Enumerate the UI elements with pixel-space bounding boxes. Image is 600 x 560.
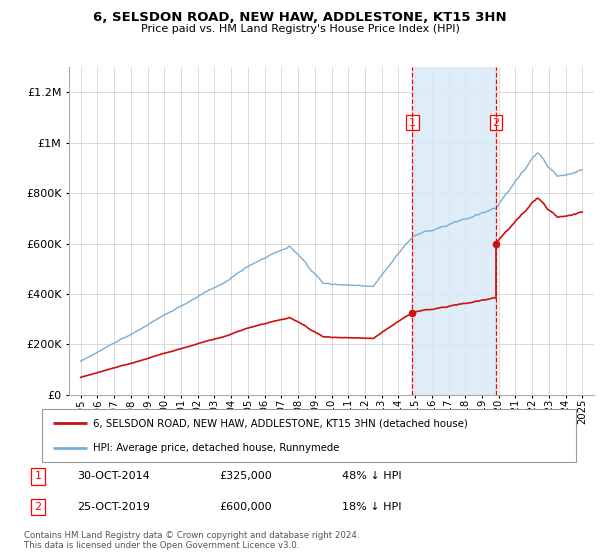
- Text: £600,000: £600,000: [220, 502, 272, 512]
- Text: 2: 2: [492, 118, 499, 128]
- Text: 1: 1: [34, 472, 41, 482]
- Text: Contains HM Land Registry data © Crown copyright and database right 2024.: Contains HM Land Registry data © Crown c…: [24, 531, 359, 540]
- Text: 2: 2: [34, 502, 41, 512]
- Text: 25-OCT-2019: 25-OCT-2019: [77, 502, 150, 512]
- Text: 1: 1: [409, 118, 416, 128]
- Text: 6, SELSDON ROAD, NEW HAW, ADDLESTONE, KT15 3HN: 6, SELSDON ROAD, NEW HAW, ADDLESTONE, KT…: [93, 11, 507, 24]
- Text: This data is licensed under the Open Government Licence v3.0.: This data is licensed under the Open Gov…: [24, 541, 299, 550]
- Bar: [412, 67, 496, 395]
- Text: Price paid vs. HM Land Registry's House Price Index (HPI): Price paid vs. HM Land Registry's House …: [140, 24, 460, 34]
- Text: 48% ↓ HPI: 48% ↓ HPI: [342, 472, 401, 482]
- Text: 6, SELSDON ROAD, NEW HAW, ADDLESTONE, KT15 3HN (detached house): 6, SELSDON ROAD, NEW HAW, ADDLESTONE, KT…: [93, 418, 467, 428]
- Text: HPI: Average price, detached house, Runnymede: HPI: Average price, detached house, Runn…: [93, 442, 339, 452]
- Text: 18% ↓ HPI: 18% ↓ HPI: [342, 502, 401, 512]
- Text: £325,000: £325,000: [220, 472, 272, 482]
- Text: 30-OCT-2014: 30-OCT-2014: [77, 472, 150, 482]
